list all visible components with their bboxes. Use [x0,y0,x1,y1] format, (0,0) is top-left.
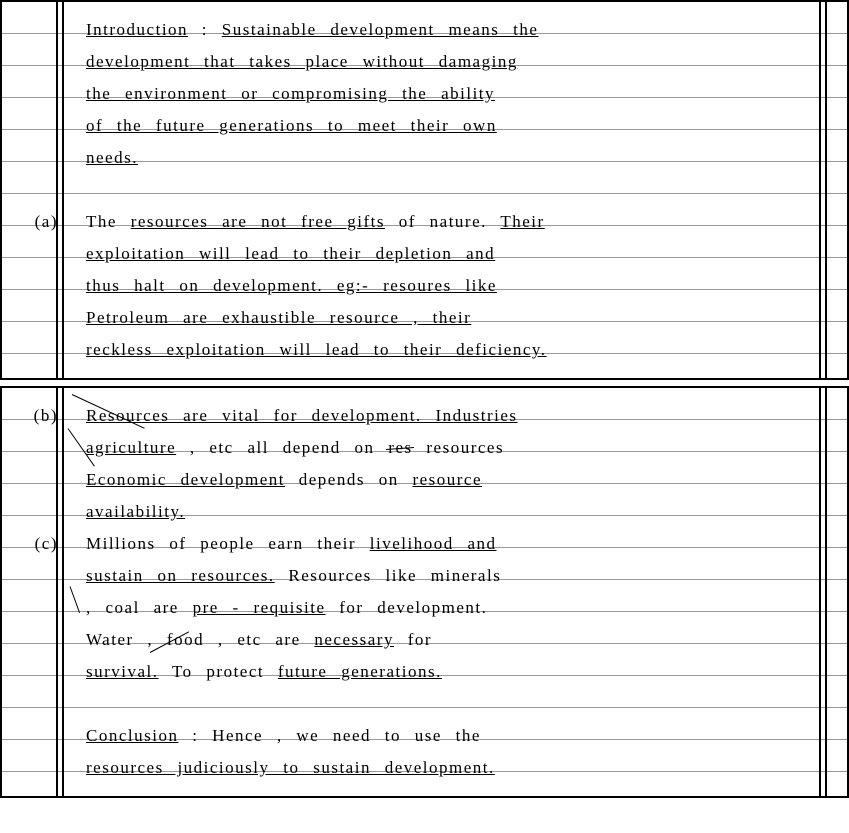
plain-text: , coal are [86,598,193,617]
underlined-text: resource [412,470,482,489]
text-line: (a) The resources are not free gifts of … [86,206,831,238]
paper-area: Introduction : Sustainable development m… [2,2,847,378]
struck-text: res [388,438,412,457]
plain-text: resources [413,438,504,457]
text-line: Introduction : Sustainable development m… [86,14,831,46]
pen-stroke [70,586,81,613]
underlined-text: the environment or compromising the abil… [86,84,495,103]
text-line: agriculture , etc all depend on res reso… [86,432,831,464]
text-line: sustain on resources. Resources like min… [86,560,831,592]
underlined-text: pre - requisite [193,598,326,617]
notebook-section-1: Introduction : Sustainable development m… [0,0,849,380]
underlined-text: Economic development [86,470,285,489]
underlined-text: livelihood and [370,534,497,553]
underlined-text: resources are not free gifts [131,212,385,231]
underlined-text: Their [500,212,544,231]
plain-text: for [394,630,432,649]
underlined-text: development that takes place without dam… [86,52,518,71]
underlined-text: necessary [314,630,394,649]
plain-text: , etc all depend on [176,438,388,457]
text-line: Petroleum are exhaustible resource , the… [86,302,831,334]
text-line: Conclusion : Hence , we need to use the [86,720,831,752]
text-line: of the future generations to meet their … [86,110,831,142]
plain-text: Water , food , etc are [86,630,314,649]
plain-text: To protect [159,662,278,681]
underlined-text: Sustainable development means the [222,20,539,39]
underlined-text: survival. [86,662,159,681]
underlined-text: Petroleum are exhaustible resource , the… [86,308,471,327]
text-line: Economic development depends on resource [86,464,831,496]
plain-text: depends on [285,470,412,489]
plain-text: The [86,212,131,231]
text-line: survival. To protect future generations. [86,656,831,688]
point-label-a: (a) [18,206,58,238]
text-line: thus halt on development. eg:- resoures … [86,270,831,302]
plain-text: : Hence , we need to use the [178,726,480,745]
text-line: resources judiciously to sustain develop… [86,752,831,784]
point-label-c: (c) [18,528,58,560]
point-label-b: (b) [18,400,58,432]
text-line: availability. [86,496,831,528]
underlined-text: Resources are vital for development. Ind… [86,406,518,425]
notebook-section-2: (b) Resources are vital for development.… [0,386,849,798]
underlined-text: exploitation will lead to their depletio… [86,244,495,263]
underlined-text: Introduction [86,20,188,39]
text-line: the environment or compromising the abil… [86,78,831,110]
underlined-text: sustain on resources. [86,566,275,585]
underlined-text: needs. [86,148,138,167]
underlined-text: availability. [86,502,185,521]
underlined-text: Conclusion [86,726,178,745]
plain-text: Resources like minerals [275,566,502,585]
underlined-text: of the future generations to meet their … [86,116,497,135]
underlined-text: agriculture [86,438,176,457]
underlined-text: thus halt on development. eg:- resoures … [86,276,497,295]
underlined-text: resources judiciously to sustain develop… [86,758,495,777]
paper-area: (b) Resources are vital for development.… [2,388,847,796]
plain-text: for development. [325,598,487,617]
text-line: (b) Resources are vital for development.… [86,400,831,432]
blank-line [86,688,831,720]
text-line: reckless exploitation will lead to their… [86,334,831,366]
blank-line [86,174,831,206]
text-line: Water , food , etc are necessary for [86,624,831,656]
text-line: needs. [86,142,831,174]
underlined-text: reckless exploitation will lead to their… [86,340,547,359]
plain-text: : [188,20,222,39]
text-line: exploitation will lead to their depletio… [86,238,831,270]
text-line: development that takes place without dam… [86,46,831,78]
plain-text: of nature. [385,212,500,231]
plain-text: Millions of people earn their [86,534,370,553]
text-line: (c) Millions of people earn their liveli… [86,528,831,560]
text-line: , coal are pre - requisite for developme… [86,592,831,624]
underlined-text: future generations. [278,662,442,681]
